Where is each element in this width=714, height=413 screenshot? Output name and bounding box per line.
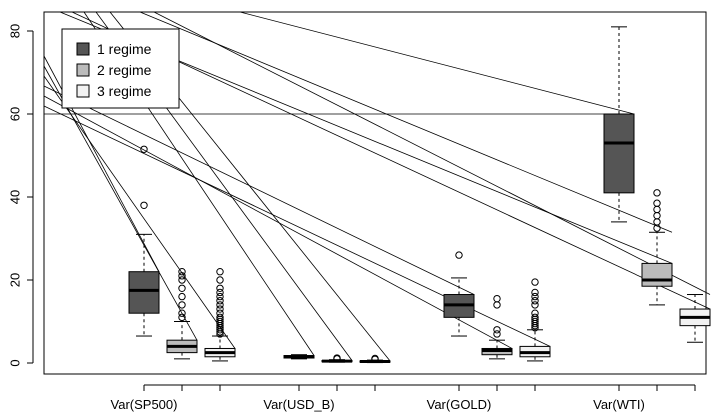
box-3-2-outlier-2: [653, 211, 661, 220]
leader-line-wti-2: [139, 11, 673, 233]
plot-frame: [43, 11, 707, 375]
box-2-3-outlier-7: [531, 301, 539, 309]
box-0-3-outlier-17: [216, 268, 224, 276]
box-2-3-outlier-8: [531, 297, 539, 305]
box-0-3-outlier-12: [216, 297, 224, 305]
box-0-3-outlier-8: [216, 313, 224, 322]
legend: 1 regime 2 regime 3 regime: [61, 28, 180, 109]
legend-swatch-1: [76, 42, 90, 56]
box-3-2-outlier-5: [653, 189, 661, 197]
box-0-3-outlier-15: [216, 284, 224, 292]
legend-label-1: 1 regime: [97, 41, 152, 57]
legend-label-2: 2 regime: [97, 62, 152, 78]
y-tick-label-60: 60: [7, 107, 22, 121]
box-0-1: [128, 271, 160, 314]
box-2-3-outlier-6: [531, 309, 539, 317]
legend-label-3: 3 regime: [97, 83, 152, 99]
box-2-3-outlier-11: [531, 278, 539, 286]
box-3-2-outlier-3: [653, 205, 661, 214]
boxes-layer: [128, 26, 711, 364]
x-label-1: Var(USD_B): [263, 397, 334, 412]
y-tick-label-80: 80: [7, 24, 22, 38]
box-0-3-outlier-10: [216, 305, 224, 313]
box-0-3-outlier-14: [216, 288, 224, 297]
legend-swatch-2: [76, 63, 90, 77]
box-2-2-outlier-0: [493, 330, 501, 338]
box-2-2-outlier-1: [493, 326, 501, 334]
box-3-2-outlier-4: [653, 199, 661, 207]
box-3-2: [641, 262, 673, 287]
box-0-2-outlier-3: [178, 292, 186, 301]
leader-line-wti-3: [153, 11, 711, 295]
y-tick-label-20: 20: [7, 273, 22, 287]
y-tick-label-40: 40: [7, 190, 22, 204]
box-3-2-outlier-1: [653, 218, 661, 226]
box-0-2-outlier-6: [178, 272, 186, 280]
box-0-3-outlier-16: [216, 276, 224, 284]
box-2-1-outlier-0: [455, 251, 463, 259]
box-1-2-outlier-1: [333, 354, 341, 362]
box-0-2-outlier-2: [178, 301, 186, 309]
legend-swatch-3: [76, 84, 90, 98]
leader-line-4: [43, 95, 513, 349]
box-0-2-outlier-7: [178, 268, 186, 276]
box-2-3-outlier-3: [531, 317, 539, 326]
box-2-3-outlier-10: [531, 288, 539, 297]
box-2-2-outlier-2: [493, 301, 501, 309]
leader-line-3: [43, 85, 475, 295]
y-axis: 0 20 40 60 80: [7, 24, 34, 367]
box-0-3-outlier-6: [216, 317, 224, 326]
box-0-2-outlier-5: [178, 276, 186, 284]
box-2-2-outlier-3: [493, 294, 501, 303]
box-0-3-outlier-11: [216, 301, 224, 309]
box-0-1-outlier-1: [140, 145, 148, 153]
box-0-3-outlier-13: [216, 292, 224, 301]
box-0-2-outlier-0: [178, 313, 186, 322]
x-axis: Var(SP500) Var(USD_B) Var(GOLD) Var(WTI): [111, 384, 696, 412]
box-0-1-outlier-0: [140, 201, 148, 210]
box-0-2-outlier-4: [178, 284, 186, 292]
box-2-3-outlier-9: [531, 292, 539, 301]
leader-line-wti-top: [239, 11, 635, 115]
x-label-3: Var(WTI): [593, 397, 645, 412]
box-2-3-outlier-5: [531, 313, 539, 322]
box-0-2-outlier-1: [178, 309, 186, 317]
y-tick-label-0: 0: [7, 359, 22, 366]
box-3-1: [603, 113, 635, 194]
box-0-3-outlier-9: [216, 309, 224, 317]
box-1-3-outlier-1: [371, 354, 379, 363]
x-label-2: Var(GOLD): [427, 397, 492, 412]
x-label-0: Var(SP500): [111, 397, 178, 412]
